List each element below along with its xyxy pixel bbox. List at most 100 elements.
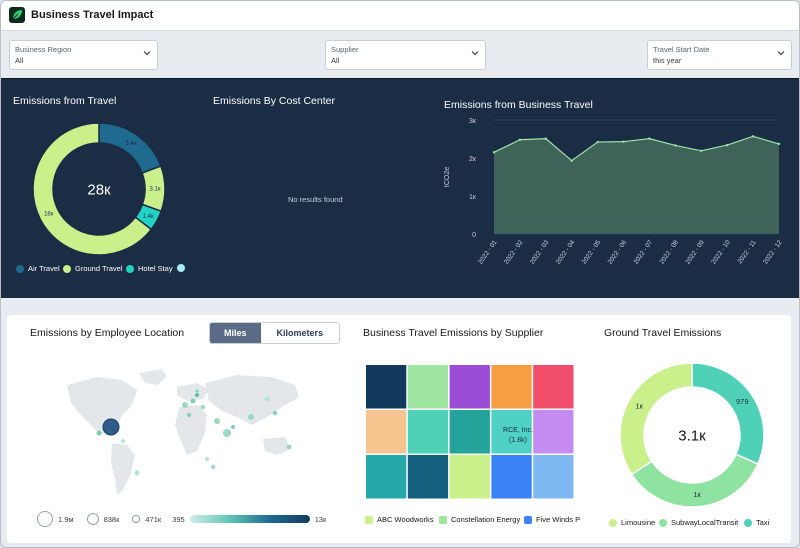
treemap-cell[interactable] xyxy=(491,365,532,409)
slice-label: 1.4к xyxy=(143,214,154,220)
treemap-cell-label: RCE, Inc. (1.8k) xyxy=(496,426,540,446)
chevron-down-icon xyxy=(777,51,785,56)
cost-center-title: Emissions By Cost Center xyxy=(213,95,335,107)
x-tick-label: 2022 - 05 xyxy=(581,239,603,266)
no-results-text: No results found xyxy=(288,195,343,204)
center-total-label: 3.1к xyxy=(678,427,706,444)
data-point[interactable] xyxy=(518,138,522,141)
area-fill[interactable] xyxy=(494,136,779,234)
data-point[interactable] xyxy=(544,137,548,140)
travel-overview-panel: Emissions from Travel 5.4к 3.1к 1.4к 18к 28к… xyxy=(1,78,799,298)
data-point[interactable] xyxy=(777,142,781,146)
filter-bar: Business Region All Supplier All Travel … xyxy=(1,32,799,77)
business-region-filter[interactable]: Business Region All xyxy=(9,40,158,70)
treemap-cell[interactable] xyxy=(366,410,407,454)
slice-label: 5.4к xyxy=(126,141,137,147)
miles-toggle[interactable]: Miles xyxy=(210,323,261,343)
travel-start-date-filter[interactable]: Travel Start Date this year xyxy=(647,40,792,70)
size-circle-large xyxy=(37,511,53,527)
donut-slice[interactable] xyxy=(619,362,693,476)
ground-donut-title: Ground Travel Emissions xyxy=(604,327,722,339)
data-point[interactable] xyxy=(596,140,599,144)
data-point[interactable] xyxy=(648,137,651,140)
color-scale-bar xyxy=(189,515,310,523)
treemap-cell[interactable] xyxy=(366,455,407,499)
kilometers-toggle[interactable]: Kilometers xyxy=(260,323,340,343)
center-total-label: 28к xyxy=(87,181,111,198)
donut-slice[interactable] xyxy=(32,122,153,256)
x-tick-label: 2022 - 06 xyxy=(607,239,629,266)
data-point[interactable] xyxy=(674,144,677,147)
legend-ground-travel[interactable]: Ground Travel xyxy=(63,264,123,273)
x-tick-label: 2022 - 09 xyxy=(684,239,706,266)
x-tick-label: 2022 - 04 xyxy=(555,239,577,266)
treemap-cell[interactable] xyxy=(533,410,574,454)
data-point[interactable] xyxy=(622,140,625,143)
treemap-cell[interactable] xyxy=(407,410,449,454)
legend-subway[interactable]: SubwayLocalTransit xyxy=(659,518,738,527)
y-tick-label: 1к xyxy=(469,194,477,201)
x-tick-label: 2022 - 12 xyxy=(762,239,784,266)
data-point[interactable] xyxy=(700,149,703,152)
filter-value: All xyxy=(331,56,340,65)
treemap-cell[interactable] xyxy=(533,365,574,409)
slice-label: 18к xyxy=(44,212,54,218)
y-tick-label: 0 xyxy=(472,232,476,239)
supplier-treemap[interactable] xyxy=(366,365,575,501)
legend-size-3: 471к xyxy=(145,514,162,524)
x-tick-label: 2022 - 02 xyxy=(503,239,525,266)
travel-donut-title: Emissions from Travel xyxy=(13,95,117,107)
legend-air-travel[interactable]: Air Travel xyxy=(16,264,60,273)
filter-label: Travel Start Date xyxy=(653,45,710,54)
donut-slice[interactable] xyxy=(98,122,162,174)
x-tick-label: 2022 - 03 xyxy=(529,239,551,266)
y-tick-label: 3к xyxy=(469,118,477,125)
treemap-cell[interactable] xyxy=(449,410,490,454)
area-chart-title: Emissions from Business Travel xyxy=(444,99,593,111)
treemap-cell[interactable] xyxy=(449,365,490,409)
y-axis-label: tCO2e xyxy=(444,167,451,187)
legend-abc-woodworks[interactable]: ABC Woodworks xyxy=(365,515,434,524)
world-map[interactable] xyxy=(27,355,327,505)
legend-other[interactable] xyxy=(177,264,189,272)
y-tick-label: 2к xyxy=(469,156,477,163)
x-tick-label: 2022 - 10 xyxy=(710,239,732,266)
donut-slice[interactable] xyxy=(691,362,765,465)
map-title: Emissions by Employee Location xyxy=(30,327,185,339)
slice-label: 3.1к xyxy=(150,187,161,193)
data-point[interactable] xyxy=(492,151,496,154)
legend-scale-max: 13к xyxy=(314,514,327,524)
treemap-cell[interactable] xyxy=(491,410,532,454)
data-point[interactable] xyxy=(751,135,755,138)
filter-label: Business Region xyxy=(15,45,72,54)
treemap-cell[interactable] xyxy=(366,365,407,409)
treemap-cell[interactable] xyxy=(533,455,574,499)
leaf-icon xyxy=(9,7,25,23)
land-masses xyxy=(67,369,299,495)
treemap-cell[interactable] xyxy=(491,455,532,499)
data-point[interactable] xyxy=(570,159,573,162)
slice-label: 1к xyxy=(693,490,701,499)
x-tick-label: 2022 - 07 xyxy=(633,239,655,266)
legend-scale-min: 395 xyxy=(172,514,185,524)
travel-donut-chart: 5.4к 3.1к 1.4к 18к 28к xyxy=(32,122,166,256)
treemap-title: Business Travel Emissions by Supplier xyxy=(363,327,544,339)
legend-constellation-energy[interactable]: Constellation Energy xyxy=(439,515,520,524)
app-header: Business Travel Impact xyxy=(1,1,799,31)
filter-value: All xyxy=(15,56,24,65)
treemap-cell[interactable] xyxy=(407,455,449,499)
page-title: Business Travel Impact xyxy=(31,9,154,21)
legend-five-winds[interactable]: Five Winds P xyxy=(524,515,580,524)
supplier-filter[interactable]: Supplier All xyxy=(325,40,486,70)
x-tick-label: 2022 - 11 xyxy=(737,239,758,265)
treemap-cell[interactable] xyxy=(449,455,490,499)
legend-taxi[interactable]: Taxi xyxy=(744,518,769,527)
legend-hotel-stay[interactable]: Hotel Stay xyxy=(126,264,173,273)
legend-limousine[interactable]: Limousine xyxy=(609,518,655,527)
legend-size-2: 838к xyxy=(103,514,120,524)
x-tick-label: 2022 - 01 xyxy=(477,239,499,266)
ground-donut-chart: 979 1к 1к 3.1к xyxy=(619,362,765,508)
data-point[interactable] xyxy=(725,143,729,147)
treemap-cell[interactable] xyxy=(407,365,449,409)
